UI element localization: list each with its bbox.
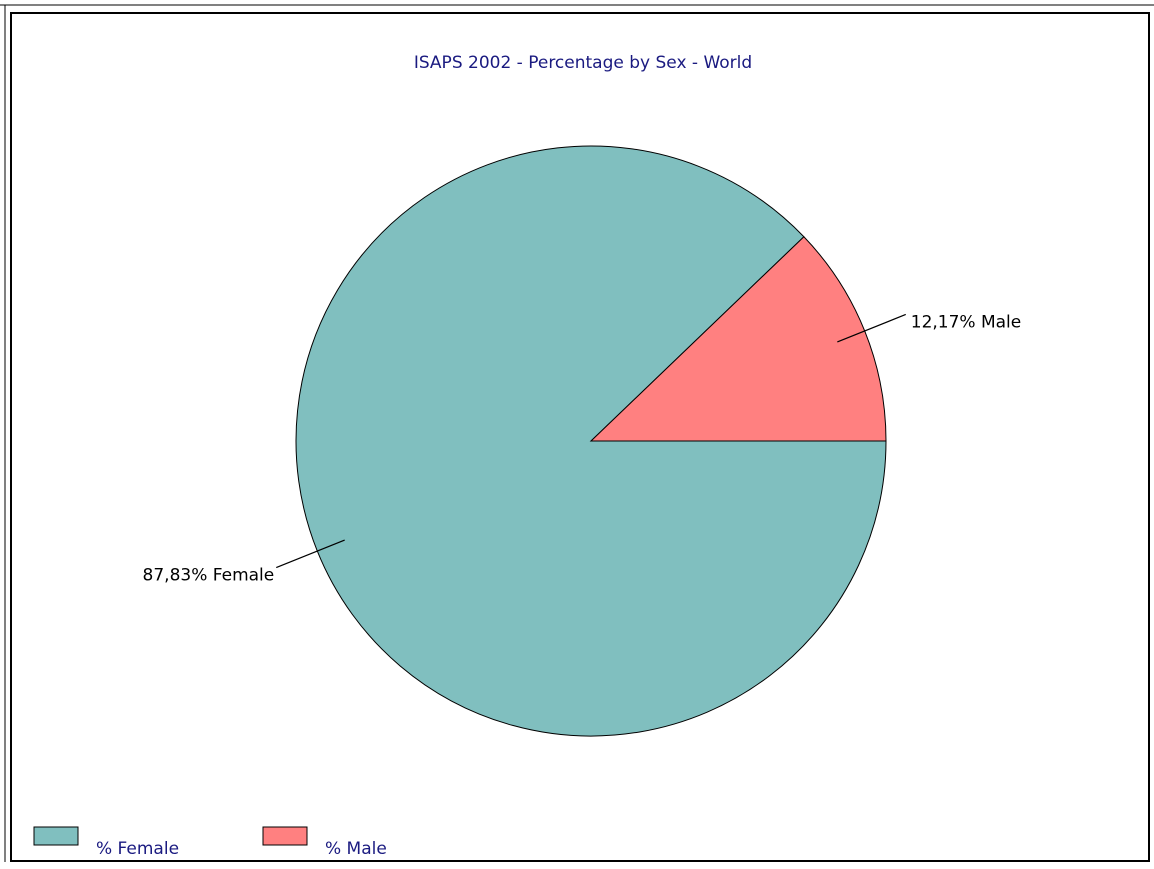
chart-title: ISAPS 2002 - Percentage by Sex - World (414, 53, 752, 73)
label-leader (837, 313, 906, 343)
legend-swatch (262, 826, 308, 846)
data-label: 12,17% Male (911, 312, 1022, 332)
label-leader (276, 539, 345, 569)
legend-swatch (33, 826, 79, 846)
legend-label: % Female (96, 839, 179, 859)
data-label: 87,83% Female (143, 566, 275, 586)
legend-label: % Male (325, 839, 387, 859)
